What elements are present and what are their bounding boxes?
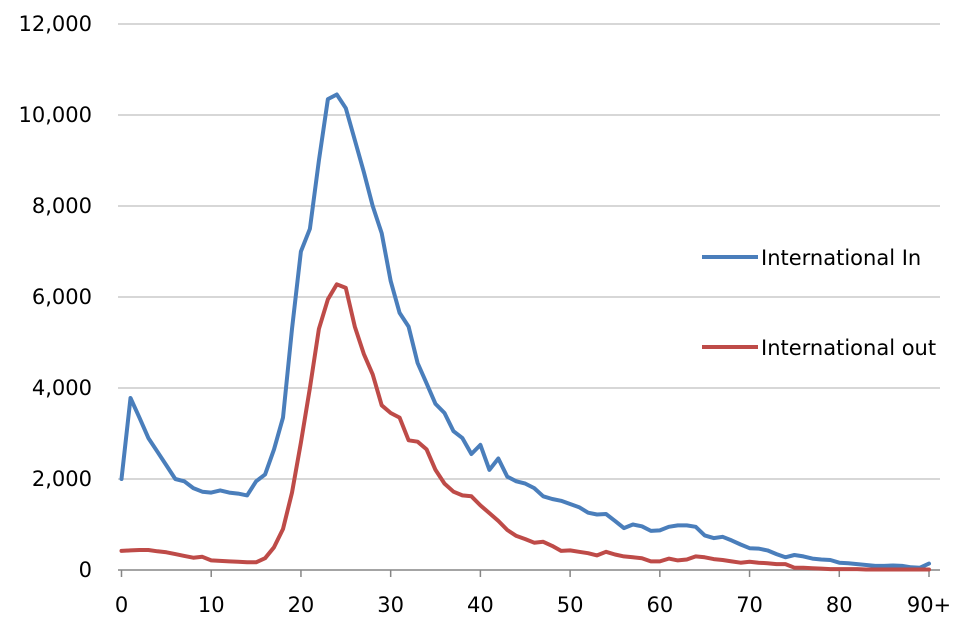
y-tick-label: 10,000: [19, 103, 92, 127]
x-tick-label: 30: [377, 593, 404, 617]
y-tick-label: 0: [79, 558, 92, 582]
x-tick-label: 50: [557, 593, 584, 617]
x-axis: [118, 569, 940, 577]
x-tick-label: 20: [288, 593, 315, 617]
x-tick-label: 80: [826, 593, 853, 617]
y-tick-label: 6,000: [32, 285, 92, 309]
x-tick-label: 0: [115, 593, 128, 617]
y-tick-label: 8,000: [32, 194, 92, 218]
x-tick-label: 90+: [907, 593, 951, 617]
y-tick-label: 4,000: [32, 376, 92, 400]
series-lines: [119, 92, 931, 572]
x-tick-labels: 0 10 20 30 40 50 60 70 80 90+: [115, 593, 951, 617]
legend-label-international-in: International In: [761, 246, 921, 270]
y-tick-label: 2,000: [32, 467, 92, 491]
y-gridlines: [118, 23, 940, 480]
legend-label-international-out: International out: [761, 336, 936, 360]
series-line-international-in: [119, 92, 931, 570]
x-tick-label: 70: [736, 593, 763, 617]
y-tick-label: 12,000: [19, 12, 92, 36]
y-tick-labels: 0 2,000 4,000 6,000 8,000 10,000 12,000: [19, 12, 92, 582]
x-tick-label: 60: [646, 593, 673, 617]
x-tick-label: 40: [467, 593, 494, 617]
series-line-international-out: [119, 282, 931, 572]
legend: International In International out: [702, 246, 936, 360]
x-tick-label: 10: [198, 593, 225, 617]
